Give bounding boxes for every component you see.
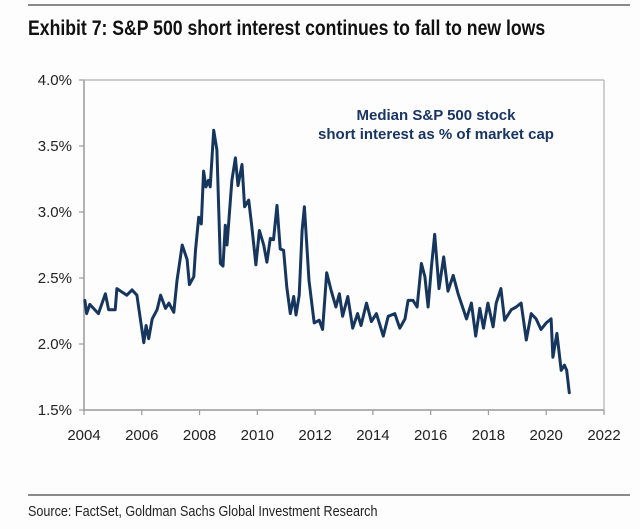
x-tick-label: 2008 bbox=[183, 427, 216, 444]
line-chart: 1.5% 2.0% 2.5% 3.0% 3.5% 4.0% 2004 2006 2008 2010… bbox=[38, 72, 621, 444]
x-tick-label: 2020 bbox=[530, 427, 563, 444]
x-tick-label: 2004 bbox=[67, 427, 100, 444]
x-tick-label: 2022 bbox=[587, 427, 620, 444]
x-tick-label: 2018 bbox=[472, 427, 505, 444]
y-tick-label: 4.0% bbox=[38, 72, 72, 89]
series-annotation: Median S&P 500 stock bbox=[357, 107, 517, 124]
series-line bbox=[83, 128, 571, 395]
x-tick-label: 2006 bbox=[125, 427, 158, 444]
y-tick-label: 2.0% bbox=[38, 336, 72, 353]
y-tick-label: 3.5% bbox=[38, 138, 72, 155]
x-tick-label: 2014 bbox=[356, 427, 389, 444]
x-tick-label: 2012 bbox=[298, 427, 331, 444]
top-rule bbox=[28, 4, 630, 6]
series-annotation: short interest as % of market cap bbox=[318, 126, 554, 143]
source-note: Source: FactSet, Goldman Sachs Global In… bbox=[28, 503, 378, 520]
bottom-rule bbox=[28, 494, 630, 496]
chart-title: Exhibit 7: S&P 500 short interest contin… bbox=[28, 17, 546, 40]
y-tick-label: 3.0% bbox=[38, 204, 72, 221]
y-tick-label: 2.5% bbox=[38, 270, 72, 287]
x-tick-label: 2016 bbox=[414, 427, 447, 444]
y-tick-label: 1.5% bbox=[38, 402, 72, 419]
x-tick-label: 2010 bbox=[241, 427, 274, 444]
